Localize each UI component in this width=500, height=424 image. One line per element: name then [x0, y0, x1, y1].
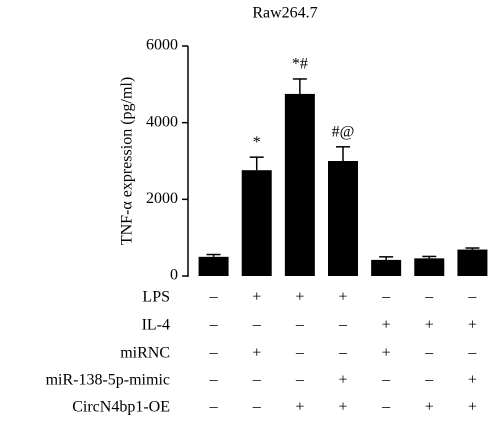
condition-label: CircN4bp1-OE [72, 399, 170, 416]
condition-sign: – [252, 399, 262, 416]
condition-sign: + [468, 317, 477, 334]
condition-sign: + [338, 372, 347, 389]
bar [198, 256, 229, 276]
condition-sign: – [467, 289, 477, 306]
y-tick-label: 2000 [146, 190, 178, 207]
condition-label: miRNC [120, 345, 170, 362]
annotation: #@ [332, 123, 355, 140]
condition-sign: – [467, 345, 477, 362]
bar [328, 161, 358, 276]
condition-sign: – [209, 289, 219, 306]
bar [284, 93, 315, 277]
annotation: * [253, 134, 261, 151]
condition-label: LPS [142, 289, 170, 306]
condition-sign: + [295, 289, 304, 306]
condition-sign: + [338, 399, 347, 416]
condition-sign: – [209, 399, 219, 416]
condition-sign: + [425, 399, 434, 416]
condition-sign: + [382, 345, 391, 362]
condition-sign: – [424, 345, 434, 362]
condition-sign: – [338, 317, 348, 334]
y-axis-label: TNF-α expression (pg/ml) [119, 77, 136, 245]
condition-sign: + [468, 399, 477, 416]
condition-sign: – [381, 399, 391, 416]
condition-sign: – [252, 372, 262, 389]
bar [414, 258, 445, 276]
condition-sign: + [338, 289, 347, 306]
condition-sign: – [381, 289, 391, 306]
condition-sign: + [425, 317, 434, 334]
condition-sign: + [382, 317, 391, 334]
condition-sign: + [252, 289, 261, 306]
condition-sign: + [468, 372, 477, 389]
condition-label: miR-138-5p-mimic [46, 372, 170, 389]
y-tick-label: 4000 [146, 113, 178, 130]
bar [457, 249, 488, 276]
condition-sign: + [252, 345, 261, 362]
condition-sign: – [424, 372, 434, 389]
condition-sign: – [295, 372, 305, 389]
y-tick-label: 0 [170, 267, 178, 284]
condition-sign: – [295, 317, 305, 334]
condition-sign: – [252, 317, 262, 334]
condition-sign: – [295, 345, 305, 362]
condition-sign: – [424, 289, 434, 306]
y-tick-label: 6000 [146, 37, 178, 54]
condition-sign: – [209, 317, 219, 334]
condition-label: IL-4 [142, 317, 170, 334]
bar [371, 259, 402, 276]
condition-sign: – [209, 372, 219, 389]
condition-sign: + [295, 399, 304, 416]
condition-sign: – [381, 372, 391, 389]
chart-title: Raw264.7 [252, 5, 317, 22]
condition-sign: – [209, 345, 219, 362]
bar [241, 170, 272, 276]
condition-sign: – [338, 345, 348, 362]
annotation: *# [292, 56, 308, 73]
